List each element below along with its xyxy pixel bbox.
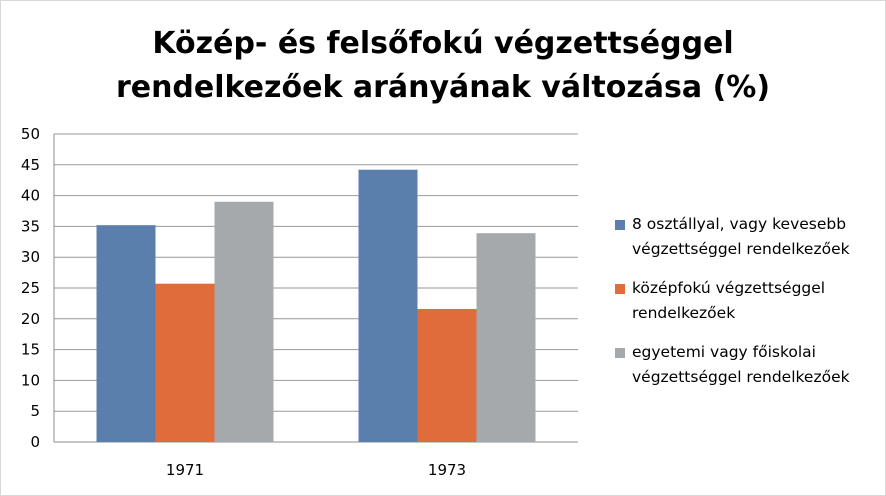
- legend-item-series-2: középfokú végzettséggel rendelkezőek: [612, 276, 882, 326]
- y-tick-label-35: 35: [21, 217, 40, 235]
- legend-swatch-series-2: [615, 284, 625, 294]
- y-tick-label-10: 10: [21, 371, 40, 389]
- y-tick-label-45: 45: [21, 156, 40, 174]
- bar-1973-series-1: [358, 169, 418, 442]
- bar-1973-series-2: [417, 308, 477, 442]
- legend-label-series-1-line-1: 8 osztállyal, vagy kevesebb: [632, 215, 847, 233]
- legend-swatch-series-1: [615, 220, 625, 230]
- chart-title-line-2: rendelkezőek arányának változása (%): [115, 70, 771, 105]
- y-tick-label-20: 20: [21, 310, 40, 328]
- legend-item-series-3: egyetemi vagy főiskolai végzettséggel re…: [612, 340, 882, 390]
- legend-label-series-3-line-1: egyetemi vagy főiskolai: [632, 343, 816, 361]
- legend-label-series-2-line-1: középfokú végzettséggel: [632, 279, 826, 297]
- bar-1971-series-2: [155, 283, 215, 442]
- y-tick-label-30: 30: [21, 248, 40, 266]
- legend-label-series-2-line-2: rendelkezőek: [632, 304, 736, 322]
- bar-1971-series-3: [214, 201, 274, 442]
- bar-1973-series-3: [476, 233, 536, 442]
- x-tick-label-1973: 1973: [428, 461, 466, 479]
- y-tick-label-25: 25: [21, 279, 40, 297]
- y-tick-label-15: 15: [21, 341, 40, 359]
- y-tick-label-50: 50: [21, 125, 40, 143]
- legend-item-series-1: 8 osztállyal, vagy kevesebb végzettségge…: [612, 212, 882, 262]
- x-tick-label-1971: 1971: [166, 461, 204, 479]
- legend-swatch-series-3: [615, 348, 625, 358]
- legend-label-series-1-line-2: végzettséggel rendelkezőek: [632, 240, 850, 258]
- chart-legend: 8 osztállyal, vagy kevesebb végzettségge…: [612, 212, 882, 404]
- chart-title: Közép- és felsőfokú végzettséggel rendel…: [0, 22, 886, 110]
- y-tick-label-40: 40: [21, 187, 40, 205]
- legend-label-series-3-line-2: végzettséggel rendelkezőek: [632, 368, 850, 386]
- y-tick-label-0: 0: [30, 433, 40, 451]
- bar-1971-series-1: [96, 225, 156, 442]
- chart-title-line-1: Közép- és felsőfokú végzettséggel: [152, 26, 734, 61]
- y-tick-label-5: 5: [30, 402, 40, 420]
